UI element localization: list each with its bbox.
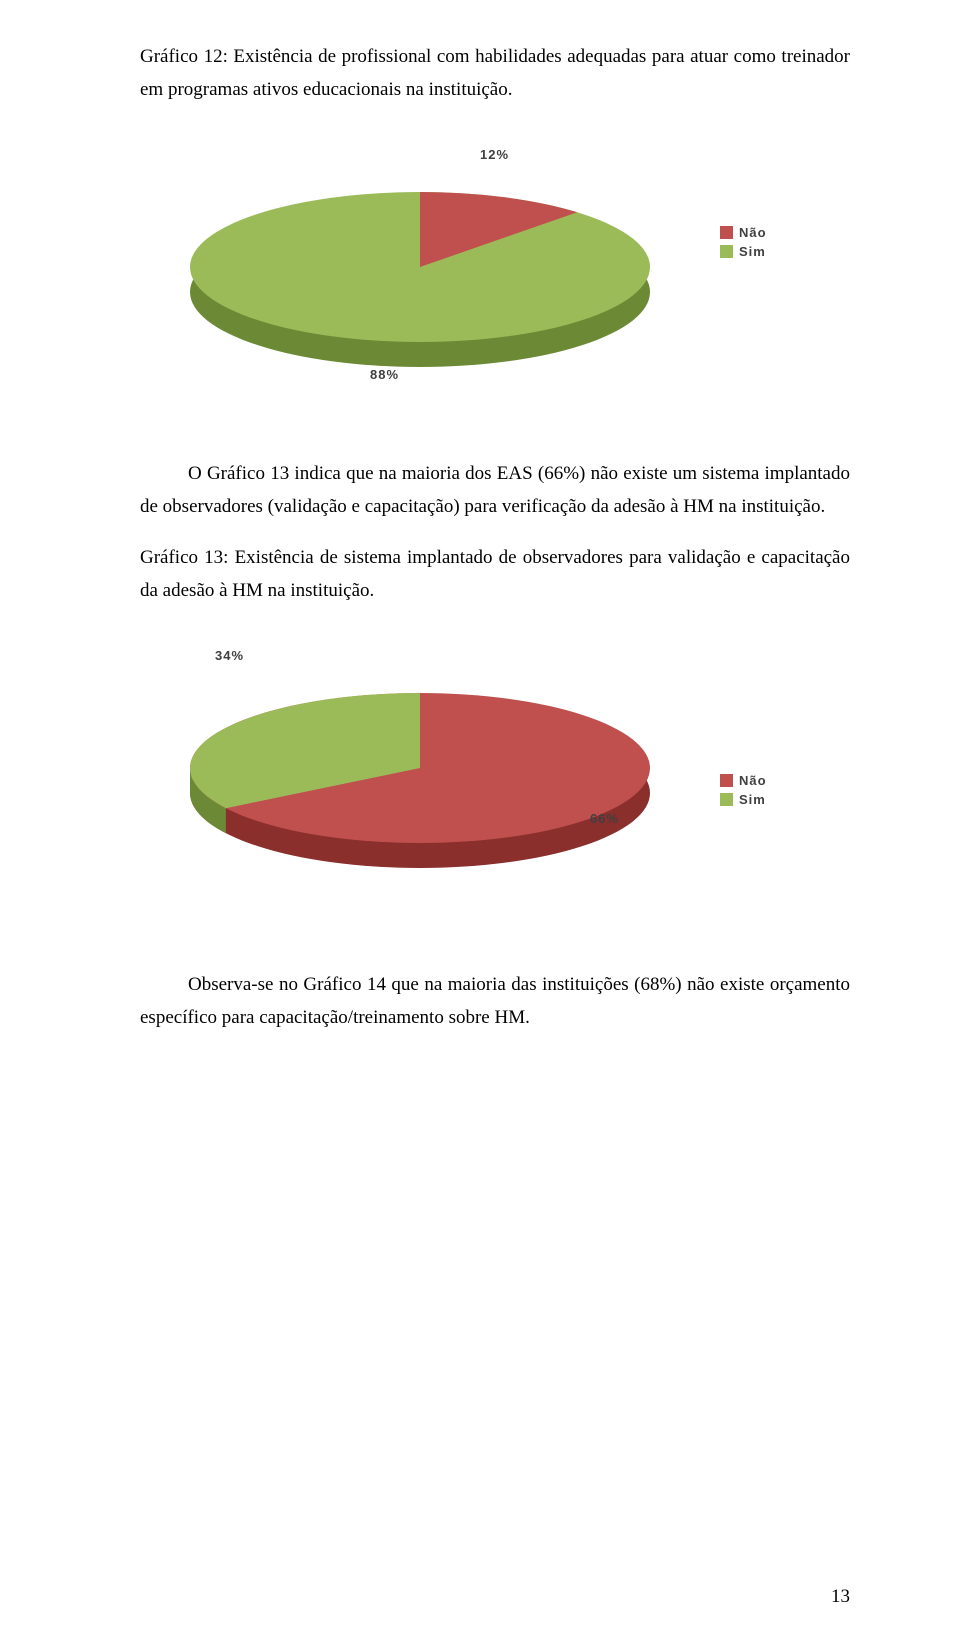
chart-12-label-sim: 88% xyxy=(370,367,399,382)
chart-13-label-sim: 34% xyxy=(215,648,244,663)
body-text-grafico-13: O Gráfico 13 indica que na maioria dos E… xyxy=(140,457,850,524)
legend-item-sim-2: Sim xyxy=(720,792,767,807)
chart-13-legend: Não Sim xyxy=(720,773,767,811)
chart-12: 12% 88% Não Sim xyxy=(140,137,850,417)
legend-swatch-sim xyxy=(720,245,733,258)
caption-grafico-12: Gráfico 12: Existência de profissional c… xyxy=(140,40,850,107)
legend-swatch-nao xyxy=(720,226,733,239)
chart-13-label-nao: 66% xyxy=(590,811,619,826)
legend-text-sim: Sim xyxy=(739,244,766,259)
legend-text-sim-2: Sim xyxy=(739,792,766,807)
legend-swatch-nao-2 xyxy=(720,774,733,787)
legend-item-nao: Não xyxy=(720,225,767,240)
chart-12-legend: Não Sim xyxy=(720,225,767,263)
legend-swatch-sim-2 xyxy=(720,793,733,806)
pie-chart-12 xyxy=(160,137,680,397)
legend-text-nao: Não xyxy=(739,225,767,240)
chart-13: 34% 66% Não Sim xyxy=(140,638,850,928)
legend-item-nao-2: Não xyxy=(720,773,767,788)
legend-item-sim: Sim xyxy=(720,244,767,259)
chart-12-label-nao: 12% xyxy=(480,147,509,162)
page-number: 13 xyxy=(831,1586,850,1608)
legend-text-nao-2: Não xyxy=(739,773,767,788)
body-text-grafico-14: Observa-se no Gráfico 14 que na maioria … xyxy=(140,968,850,1035)
pie-chart-13 xyxy=(160,638,680,898)
caption-grafico-13: Gráfico 13: Existência de sistema implan… xyxy=(140,541,850,608)
